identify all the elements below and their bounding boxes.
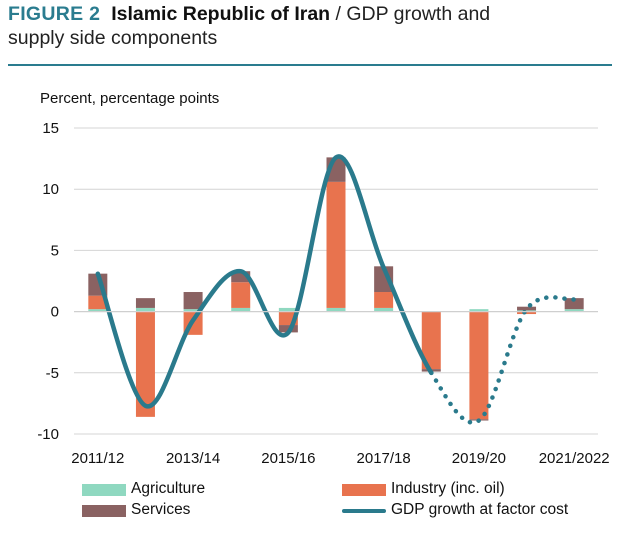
stacked-bars <box>88 157 584 421</box>
bar-industry <box>326 181 346 308</box>
bar-agriculture <box>278 307 298 312</box>
axes: 15 10 5 0 -5 -10 2011/12 2013/14 2015/16 2017/18 2… <box>37 120 609 467</box>
title-rule <box>8 64 612 66</box>
legend-label-services: Services <box>131 501 191 518</box>
figure-title-line2: supply side components <box>8 27 218 49</box>
bar-industry <box>135 311 155 417</box>
legend-swatch-services <box>82 505 126 517</box>
legend-swatch-industry <box>342 484 386 496</box>
x-tick-label: 2019/20 <box>452 450 506 467</box>
bar-agriculture <box>88 309 108 312</box>
bar-agriculture <box>469 309 489 312</box>
bar-services <box>231 271 251 283</box>
gdp-line-projected <box>429 295 577 425</box>
bar-services <box>374 266 394 293</box>
bar-agriculture <box>231 307 251 312</box>
y-tick-label: 10 <box>42 181 59 198</box>
gdp-line-layer <box>95 154 577 425</box>
bar-agriculture <box>564 309 584 312</box>
x-tick-label: 2015/16 <box>261 450 315 467</box>
figure-country: Islamic Republic of Iran <box>111 3 331 25</box>
legend-swatch-agriculture <box>82 484 126 496</box>
bar-agriculture <box>183 309 203 312</box>
bar-agriculture <box>326 307 346 312</box>
bar-services <box>564 298 584 310</box>
figure-title: FIGURE 2 Islamic Republic of Iran / GDP … <box>8 2 608 50</box>
legend-label-agriculture: Agriculture <box>131 480 206 497</box>
bar-industry <box>469 311 489 420</box>
y-tick-label: 15 <box>42 120 59 137</box>
x-tick-label: 2013/14 <box>166 450 220 467</box>
figure-title-rest: / GDP growth and <box>330 3 491 25</box>
bar-services <box>183 292 203 310</box>
bar-agriculture <box>374 307 394 312</box>
legend-label-gdp: GDP growth at factor cost <box>391 501 569 518</box>
bar-services <box>135 298 155 308</box>
x-tick-label: 2017/18 <box>357 450 411 467</box>
bar-industry <box>88 295 108 310</box>
y-tick-label: -10 <box>37 426 59 443</box>
gdp-line-actual <box>95 154 434 409</box>
bar-industry <box>374 292 394 308</box>
bar-industry <box>231 282 251 308</box>
bar-services <box>517 306 537 311</box>
bar-agriculture <box>517 310 537 312</box>
y-tick-label: -5 <box>46 365 59 382</box>
x-tick-label: 2021/2022 <box>539 450 610 467</box>
y-axis-label: Percent, percentage points <box>40 90 220 107</box>
bar-agriculture <box>135 307 155 312</box>
legend-swatch-gdp-line <box>342 509 386 513</box>
x-tick-label: 2011/12 <box>71 450 124 467</box>
y-tick-label: 5 <box>51 242 59 259</box>
y-tick-label: 0 <box>51 304 59 321</box>
bar-industry <box>421 311 441 370</box>
figure-number: FIGURE 2 <box>8 3 101 25</box>
legend-label-industry: Industry (inc. oil) <box>391 480 505 497</box>
